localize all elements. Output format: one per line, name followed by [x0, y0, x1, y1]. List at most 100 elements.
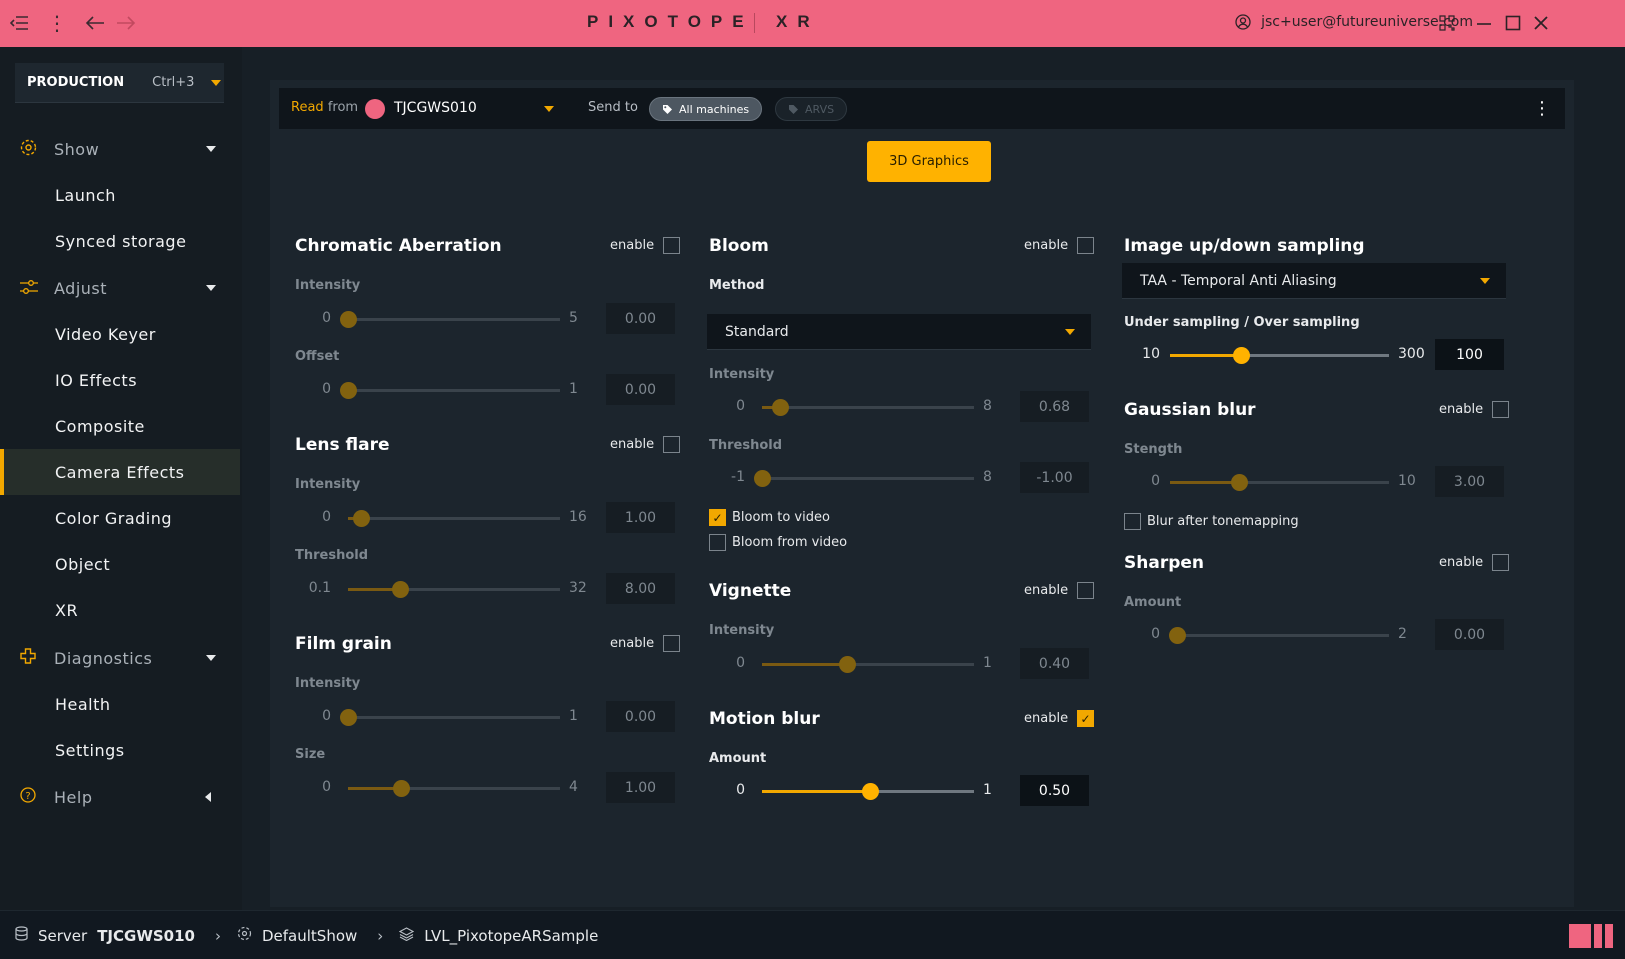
menu-collapse-icon[interactable] — [6, 10, 32, 36]
sampling-mode-select[interactable]: TAA - Temporal Anti Aliasing — [1122, 263, 1506, 299]
motion-amount-slider[interactable]: 0 1 0.50 — [709, 775, 1089, 807]
sidebar-item-synced-storage[interactable]: Synced storage — [0, 218, 242, 264]
value-field[interactable]: -1.00 — [1020, 462, 1089, 493]
blur-after-tonemapping-checkbox[interactable] — [1124, 513, 1141, 530]
sidebar-item-xr[interactable]: XR — [0, 587, 242, 633]
qr-code-icon[interactable] — [1434, 10, 1460, 36]
slider-thumb[interactable] — [772, 399, 789, 416]
vignette-enable[interactable]: enable — [1024, 582, 1095, 599]
nav-group-help[interactable]: ? Help — [0, 777, 242, 817]
value-field[interactable]: 8.00 — [606, 573, 675, 604]
server-name[interactable]: TJCGWS010 — [97, 926, 195, 945]
slider-thumb[interactable] — [862, 783, 879, 800]
gaussian-enable[interactable]: enable — [1439, 401, 1510, 418]
slider-thumb[interactable] — [754, 470, 771, 487]
bloom-method-select[interactable]: Standard — [707, 314, 1091, 350]
close-icon[interactable] — [1528, 10, 1554, 36]
user-email: jsc+user@futureuniverse.com — [1261, 14, 1473, 30]
source-name[interactable]: TJCGWS010 — [394, 100, 477, 116]
tab-3d-graphics[interactable]: 3D Graphics — [867, 141, 991, 182]
nav-group-show[interactable]: Show — [0, 129, 242, 169]
vignette-enable-checkbox[interactable] — [1077, 582, 1095, 599]
user-account[interactable]: jsc+user@futureuniverse.com — [1235, 14, 1473, 30]
vignette-intensity-slider[interactable]: 0 1 0.40 — [709, 648, 1089, 680]
bloom-from-video-checkbox[interactable] — [709, 534, 726, 551]
value-field[interactable]: 0.50 — [1020, 775, 1089, 806]
slider-thumb[interactable] — [393, 780, 410, 797]
bloom-from-video-option[interactable]: Bloom from video — [709, 534, 847, 551]
chromatic-intensity-slider[interactable]: 0 5 0.00 — [295, 303, 675, 335]
lens-threshold-slider[interactable]: 0.1 32 8.00 — [295, 573, 675, 605]
value-field[interactable]: 1.00 — [606, 772, 675, 803]
slider-thumb[interactable] — [1169, 627, 1186, 644]
sharpen-enable-checkbox[interactable] — [1492, 554, 1510, 571]
grain-size-slider[interactable]: 0 4 1.00 — [295, 772, 675, 804]
value-field[interactable]: 3.00 — [1435, 466, 1504, 497]
lens-flare-enable-checkbox[interactable] — [663, 436, 681, 453]
sidebar-item-video-keyer[interactable]: Video Keyer — [0, 311, 242, 357]
bloom-enable[interactable]: enable — [1024, 237, 1095, 254]
forward-arrow-icon[interactable] — [113, 10, 139, 36]
chromatic-enable-checkbox[interactable] — [663, 237, 681, 254]
value-field[interactable]: 0.68 — [1020, 391, 1089, 422]
chip-all-machines[interactable]: All machines — [649, 97, 763, 121]
sharpen-enable[interactable]: enable — [1439, 554, 1510, 571]
film-grain-enable[interactable]: enable — [610, 635, 681, 652]
value-field[interactable]: 0.00 — [606, 701, 675, 732]
breadcrumb-level[interactable]: LVL_PixotopeARSample — [424, 926, 599, 945]
maximize-icon[interactable] — [1500, 10, 1526, 36]
blur-after-tonemapping-option[interactable]: Blur after tonemapping — [1124, 513, 1299, 530]
sidebar-item-composite[interactable]: Composite — [0, 403, 242, 449]
minimize-icon[interactable] — [1471, 10, 1497, 36]
motion-blur-enable-checkbox[interactable]: ✓ — [1077, 710, 1095, 727]
slider-thumb[interactable] — [1233, 347, 1250, 364]
sharpen-amount-slider[interactable]: 0 2 0.00 — [1124, 619, 1504, 651]
value-field[interactable]: 0.00 — [606, 303, 675, 334]
slider-thumb[interactable] — [839, 656, 856, 673]
slider-thumb[interactable] — [340, 709, 357, 726]
grain-intensity-slider[interactable]: 0 1 0.00 — [295, 701, 675, 733]
sampling-slider[interactable]: 10 300 100 — [1124, 339, 1504, 371]
slider-thumb[interactable] — [340, 311, 357, 328]
value-field[interactable]: 0.40 — [1020, 648, 1089, 679]
source-dropdown-icon[interactable] — [544, 106, 554, 112]
sidebar-item-launch[interactable]: Launch — [0, 172, 242, 218]
sidebar-item-health[interactable]: Health — [0, 681, 242, 727]
slider-thumb[interactable] — [340, 382, 357, 399]
value-field[interactable]: 0.00 — [1435, 619, 1504, 650]
production-selector[interactable]: PRODUCTION Ctrl+3 — [15, 63, 224, 103]
bloom-to-video-checkbox[interactable]: ✓ — [709, 509, 726, 526]
back-arrow-icon[interactable] — [82, 10, 108, 36]
gaussian-enable-checkbox[interactable] — [1492, 401, 1510, 418]
chromatic-offset-slider[interactable]: 0 1 0.00 — [295, 374, 675, 406]
motion-blur-enable[interactable]: enable ✓ — [1024, 710, 1095, 727]
more-vertical-icon[interactable]: ⋮ — [47, 11, 67, 35]
bloom-threshold-slider[interactable]: -1 8 -1.00 — [709, 462, 1089, 494]
sidebar-item-settings[interactable]: Settings — [0, 727, 242, 773]
production-shortcut: Ctrl+3 — [152, 75, 195, 90]
nav-group-diagnostics[interactable]: Diagnostics — [0, 638, 242, 678]
gaussian-strength-slider[interactable]: 0 10 3.00 — [1124, 466, 1504, 498]
bloom-enable-checkbox[interactable] — [1077, 237, 1095, 254]
slider-thumb[interactable] — [1231, 474, 1248, 491]
film-grain-enable-checkbox[interactable] — [663, 635, 681, 652]
nav-group-adjust[interactable]: Adjust — [0, 268, 242, 308]
value-field[interactable]: 1.00 — [606, 502, 675, 533]
breadcrumb-show[interactable]: DefaultShow — [262, 926, 358, 945]
chip-arvs[interactable]: ARVS — [775, 97, 848, 121]
sidebar-item-camera-effects[interactable]: Camera Effects — [0, 449, 240, 495]
slider-thumb[interactable] — [392, 581, 409, 598]
more-vertical-icon[interactable]: ⋮ — [1533, 98, 1551, 119]
sidebar-item-object[interactable]: Object — [0, 541, 242, 587]
layout-indicator[interactable] — [1569, 924, 1613, 948]
bloom-to-video-option[interactable]: ✓ Bloom to video — [709, 509, 830, 526]
value-field[interactable]: 100 — [1435, 339, 1504, 370]
lens-intensity-slider[interactable]: 0 16 1.00 — [295, 502, 675, 534]
bloom-intensity-slider[interactable]: 0 8 0.68 — [709, 391, 1089, 423]
lens-flare-enable[interactable]: enable — [610, 436, 681, 453]
sidebar-item-color-grading[interactable]: Color Grading — [0, 495, 242, 541]
chromatic-enable[interactable]: enable — [610, 237, 681, 254]
value-field[interactable]: 0.00 — [606, 374, 675, 405]
slider-thumb[interactable] — [353, 510, 370, 527]
sidebar-item-io-effects[interactable]: IO Effects — [0, 357, 242, 403]
